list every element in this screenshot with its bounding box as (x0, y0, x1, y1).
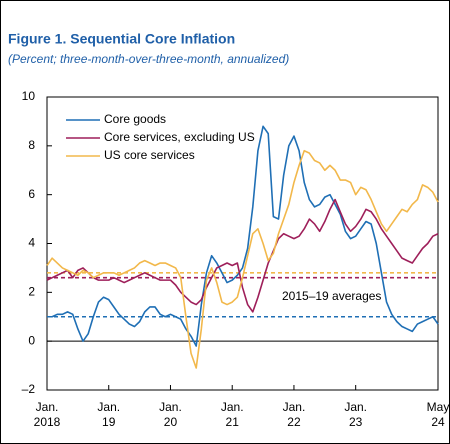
series-line (46, 198, 439, 313)
series-line (46, 149, 439, 369)
annotation: 2015–19 averages (282, 289, 381, 303)
y-tick-label: 8 (28, 138, 35, 152)
x-tick-label: Jan. 21 (221, 400, 244, 429)
x-tick-label-line: Jan. (97, 400, 120, 414)
y-tick-label: 6 (28, 187, 35, 201)
x-tick-label-line: Jan. (159, 400, 182, 414)
x-tick-label-line: 20 (164, 415, 178, 429)
legend-label: Core services, excluding US (104, 130, 255, 144)
x-tick-label: May 24 (427, 400, 450, 429)
x-tick-label: Jan. 20 (159, 400, 182, 429)
x-tick-label-line: 2018 (34, 415, 61, 429)
x-tick-label-line: 19 (102, 415, 116, 429)
x-tick-label: Jan. 23 (344, 400, 367, 429)
x-tick-label-line: Jan. (344, 400, 367, 414)
chart-subtitle: (Percent; three-month-over-three-month, … (8, 52, 289, 66)
x-tick-label-line: Jan. (283, 400, 306, 414)
y-tick-label: –2 (22, 382, 36, 396)
legend-label: Core goods (104, 112, 166, 126)
x-tick-label-line: 24 (431, 415, 445, 429)
x-tick-label: Jan. 19 (97, 400, 120, 429)
x-tick-label-line: 22 (287, 415, 301, 429)
x-tick-label-line: 23 (349, 415, 363, 429)
y-tick-label: 0 (28, 333, 35, 347)
x-tick-label: Jan. 22 (283, 400, 306, 429)
series-line (47, 125, 439, 347)
x-tick-label-line: May (427, 400, 450, 414)
y-tick-label: 2 (28, 285, 35, 299)
y-tick-label: 4 (28, 236, 35, 250)
y-tick-label: 10 (22, 89, 36, 103)
x-tick-label-line: Jan. (221, 400, 244, 414)
chart-title: Figure 1. Sequential Core Inflation (8, 31, 235, 47)
x-tick-label-line: Jan. (36, 400, 59, 414)
x-tick-label-line: 21 (226, 415, 240, 429)
legend-label: US core services (104, 148, 195, 162)
x-tick-label: Jan. 2018 (34, 400, 61, 429)
